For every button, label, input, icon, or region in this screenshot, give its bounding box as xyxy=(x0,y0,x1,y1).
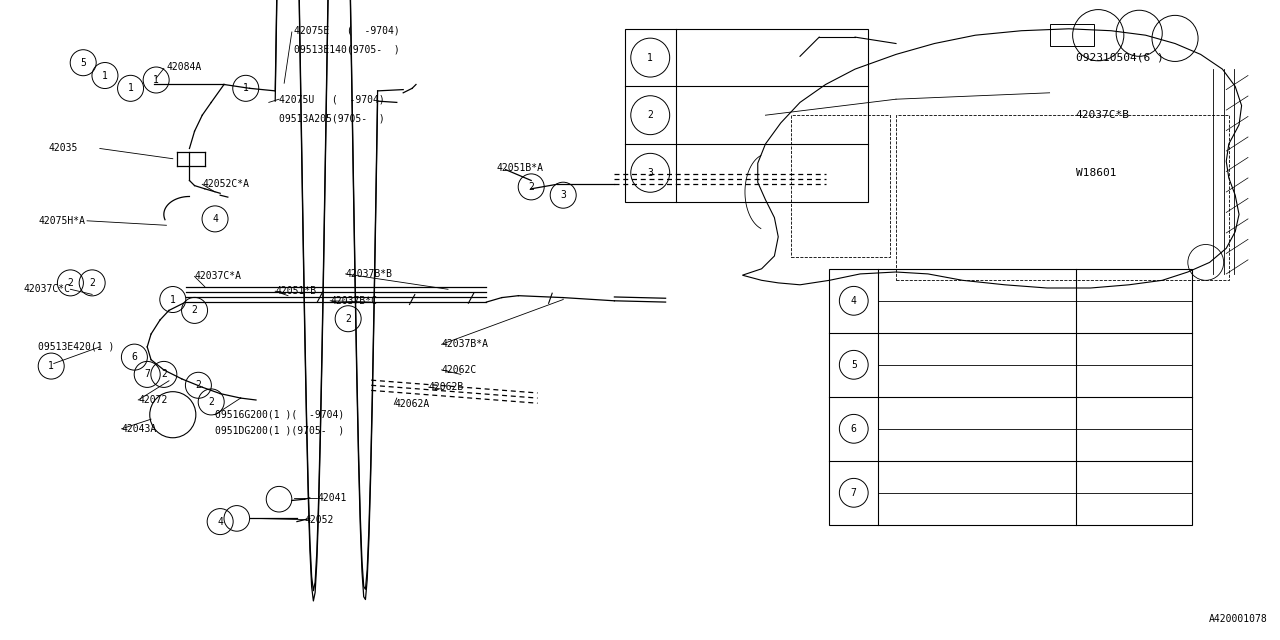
Text: A420001078: A420001078 xyxy=(1208,614,1267,624)
Text: 42037C*B: 42037C*B xyxy=(1075,110,1130,120)
Text: 6: 6 xyxy=(851,424,856,434)
Text: 42051*B: 42051*B xyxy=(275,286,316,296)
Text: 42075E   (  -9704): 42075E ( -9704) xyxy=(294,26,401,36)
Text: 42062C: 42062C xyxy=(442,365,477,375)
Text: 2: 2 xyxy=(196,380,201,390)
Text: 7: 7 xyxy=(851,488,856,498)
Text: 3: 3 xyxy=(648,168,653,178)
Text: 1: 1 xyxy=(170,294,175,305)
Text: 42037B*B: 42037B*B xyxy=(346,269,393,279)
Text: 1: 1 xyxy=(154,75,159,85)
Text: 5: 5 xyxy=(851,360,856,370)
Text: 42051B*A: 42051B*A xyxy=(497,163,544,173)
Text: 6: 6 xyxy=(132,352,137,362)
Text: 42075H*A: 42075H*A xyxy=(38,216,86,226)
Text: 42041: 42041 xyxy=(317,493,347,503)
Text: 3: 3 xyxy=(561,190,566,200)
Text: 1: 1 xyxy=(102,70,108,81)
Text: 1: 1 xyxy=(243,83,248,93)
Text: 2: 2 xyxy=(209,397,214,407)
Text: 5: 5 xyxy=(81,58,86,68)
Text: 42037B*A: 42037B*A xyxy=(442,339,489,349)
Text: 7: 7 xyxy=(145,369,150,380)
Text: 2: 2 xyxy=(161,369,166,380)
Text: 2: 2 xyxy=(346,314,351,324)
Text: 4: 4 xyxy=(851,296,856,306)
Text: 09516G200(1 )(  -9704): 09516G200(1 )( -9704) xyxy=(215,410,344,420)
Text: 09513E140(9705-  ): 09513E140(9705- ) xyxy=(294,45,401,55)
Text: 42075U   (  -9704): 42075U ( -9704) xyxy=(279,94,385,104)
Text: 2: 2 xyxy=(68,278,73,288)
Text: 42037C*A: 42037C*A xyxy=(195,271,242,282)
Text: 09513A205(9705-  ): 09513A205(9705- ) xyxy=(279,113,385,124)
Text: 42037B*C: 42037B*C xyxy=(330,296,378,306)
Text: 1: 1 xyxy=(648,52,653,63)
Text: 42043A: 42043A xyxy=(122,424,157,434)
Text: 2: 2 xyxy=(648,110,653,120)
Bar xyxy=(625,29,868,202)
Text: 2: 2 xyxy=(529,182,534,192)
Text: 42037C*C: 42037C*C xyxy=(23,284,70,294)
Text: 09513E420(1 ): 09513E420(1 ) xyxy=(38,342,115,352)
Text: 4: 4 xyxy=(218,516,223,527)
Bar xyxy=(829,269,1192,525)
Text: 42035: 42035 xyxy=(49,143,78,154)
Text: 4: 4 xyxy=(212,214,218,224)
Text: 42072: 42072 xyxy=(138,395,168,405)
Bar xyxy=(1050,24,1094,46)
Text: 0951DG200(1 )(9705-  ): 0951DG200(1 )(9705- ) xyxy=(215,425,344,435)
Text: 1: 1 xyxy=(49,361,54,371)
Text: W18601: W18601 xyxy=(1075,168,1116,178)
Text: 42062B: 42062B xyxy=(429,382,465,392)
Text: 42084A: 42084A xyxy=(166,62,202,72)
Text: 42052C*A: 42052C*A xyxy=(202,179,250,189)
Text: 1: 1 xyxy=(128,83,133,93)
Text: 2: 2 xyxy=(192,305,197,316)
Text: 092310504(6 ): 092310504(6 ) xyxy=(1075,52,1164,63)
Text: 42052: 42052 xyxy=(305,515,334,525)
Text: 42062A: 42062A xyxy=(394,399,430,410)
Text: 2: 2 xyxy=(90,278,95,288)
